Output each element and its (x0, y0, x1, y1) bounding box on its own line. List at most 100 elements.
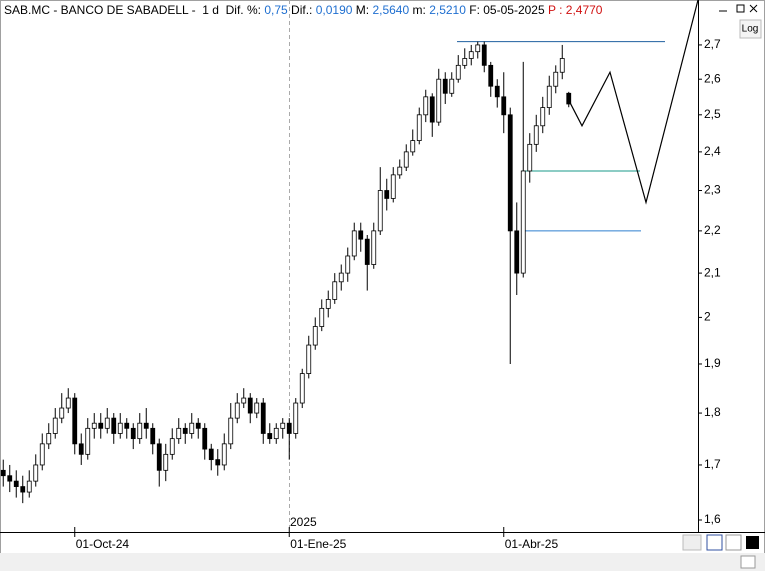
candle-body (163, 453, 169, 471)
candle-body (143, 422, 149, 429)
candle-body (293, 402, 299, 434)
candle-body (111, 417, 117, 434)
candle-body (117, 422, 123, 434)
candle-body (416, 114, 422, 141)
candle-body (390, 174, 396, 199)
header: SAB.MC - BANCO DE SABADELL - 1 d Dif. %:… (0, 0, 704, 20)
candle-body (221, 443, 227, 466)
candle-body (520, 170, 526, 274)
field-label: m: (412, 3, 426, 17)
y-tick-label: 2,4 (704, 144, 721, 158)
candle-body (33, 464, 39, 482)
symbol: SAB.MC - BANCO DE SABADELL - (4, 3, 196, 17)
candle-body (338, 272, 344, 283)
candle-body (423, 96, 429, 116)
candle-body (104, 417, 110, 429)
x-tick-label: 01-Oct-24 (76, 537, 130, 551)
y-tick-label: 2,3 (704, 183, 721, 197)
candle-body (195, 422, 201, 429)
candle-body (85, 427, 91, 455)
candle-body (20, 486, 26, 493)
candle-body (189, 422, 195, 434)
y-tick-label: 2,1 (704, 265, 721, 279)
candle-body (358, 230, 364, 240)
y-tick-label: 2,5 (704, 107, 721, 121)
x-tick-label: 01-Abr-25 (505, 537, 559, 551)
candle-body (566, 92, 572, 105)
candle-body (553, 71, 559, 87)
candle-body (507, 114, 513, 232)
window-controls[interactable] (719, 4, 758, 13)
candle-body (169, 438, 175, 455)
log-button-label[interactable]: Log (742, 24, 759, 35)
candle-body (234, 402, 240, 419)
candle-body (397, 166, 403, 176)
projection-line (566, 0, 699, 205)
candle-body (312, 326, 318, 346)
toolbar[interactable] (682, 534, 759, 569)
candle-body (130, 427, 136, 440)
price-label: P : 2,4770 (547, 3, 603, 17)
candle-body (306, 344, 312, 374)
candle-body (72, 397, 78, 445)
candle-body (449, 78, 455, 94)
candle-body (247, 397, 253, 414)
candle-body (280, 422, 286, 429)
candle-body (351, 230, 357, 257)
candle-body (364, 238, 370, 265)
candle-body (468, 51, 474, 59)
candle-body (267, 433, 273, 440)
y-tick-label: 2,7 (704, 37, 721, 51)
candle-body (260, 402, 266, 434)
candle-body (46, 433, 52, 445)
candle-body (254, 402, 260, 414)
candle-body (286, 422, 292, 434)
candle-body (78, 443, 84, 455)
candle-body (345, 255, 351, 274)
candle-body (559, 58, 565, 73)
candle-body (371, 230, 377, 265)
candle-body (384, 190, 390, 199)
candle-body (481, 44, 487, 66)
x-tick-label: 01-Ene-25 (290, 537, 346, 551)
candle-body (533, 125, 539, 145)
candle-body (241, 397, 247, 404)
year-label: 2025 (290, 515, 317, 529)
candle-body (377, 190, 383, 232)
candle-body (273, 427, 279, 440)
candle-body (215, 459, 221, 466)
candle-body (91, 422, 97, 429)
candle-body (332, 281, 338, 300)
candle-body (26, 480, 32, 493)
candle-body (488, 64, 494, 87)
candle-body (52, 417, 58, 434)
candle-body (137, 422, 143, 440)
candle-body (429, 96, 435, 123)
y-tick-label: 1,9 (704, 356, 721, 370)
candle-body (494, 85, 500, 98)
candle-body (546, 85, 552, 108)
field-value: 05-05-2025 (483, 3, 545, 17)
log-button[interactable] (739, 19, 762, 39)
y-tick-label: 1,7 (704, 457, 721, 471)
field-label: Dif. %: (225, 3, 261, 17)
candle-body (39, 443, 45, 466)
candle-body (442, 78, 448, 94)
candle-body (514, 230, 520, 274)
candle-body (527, 143, 533, 172)
field-value: 2,5210 (429, 3, 466, 17)
candle-body (98, 422, 104, 429)
candle-body (228, 417, 234, 445)
candle-body (455, 64, 461, 80)
y-tick-label: 1,6 (704, 512, 721, 526)
scrollbar[interactable] (0, 553, 765, 571)
candle-body (13, 480, 19, 487)
candle-body (65, 397, 71, 409)
field-value: 2,5640 (372, 3, 410, 17)
candle-body (124, 422, 130, 429)
field-value: 0,75 (264, 3, 288, 17)
candle-body (410, 140, 416, 153)
